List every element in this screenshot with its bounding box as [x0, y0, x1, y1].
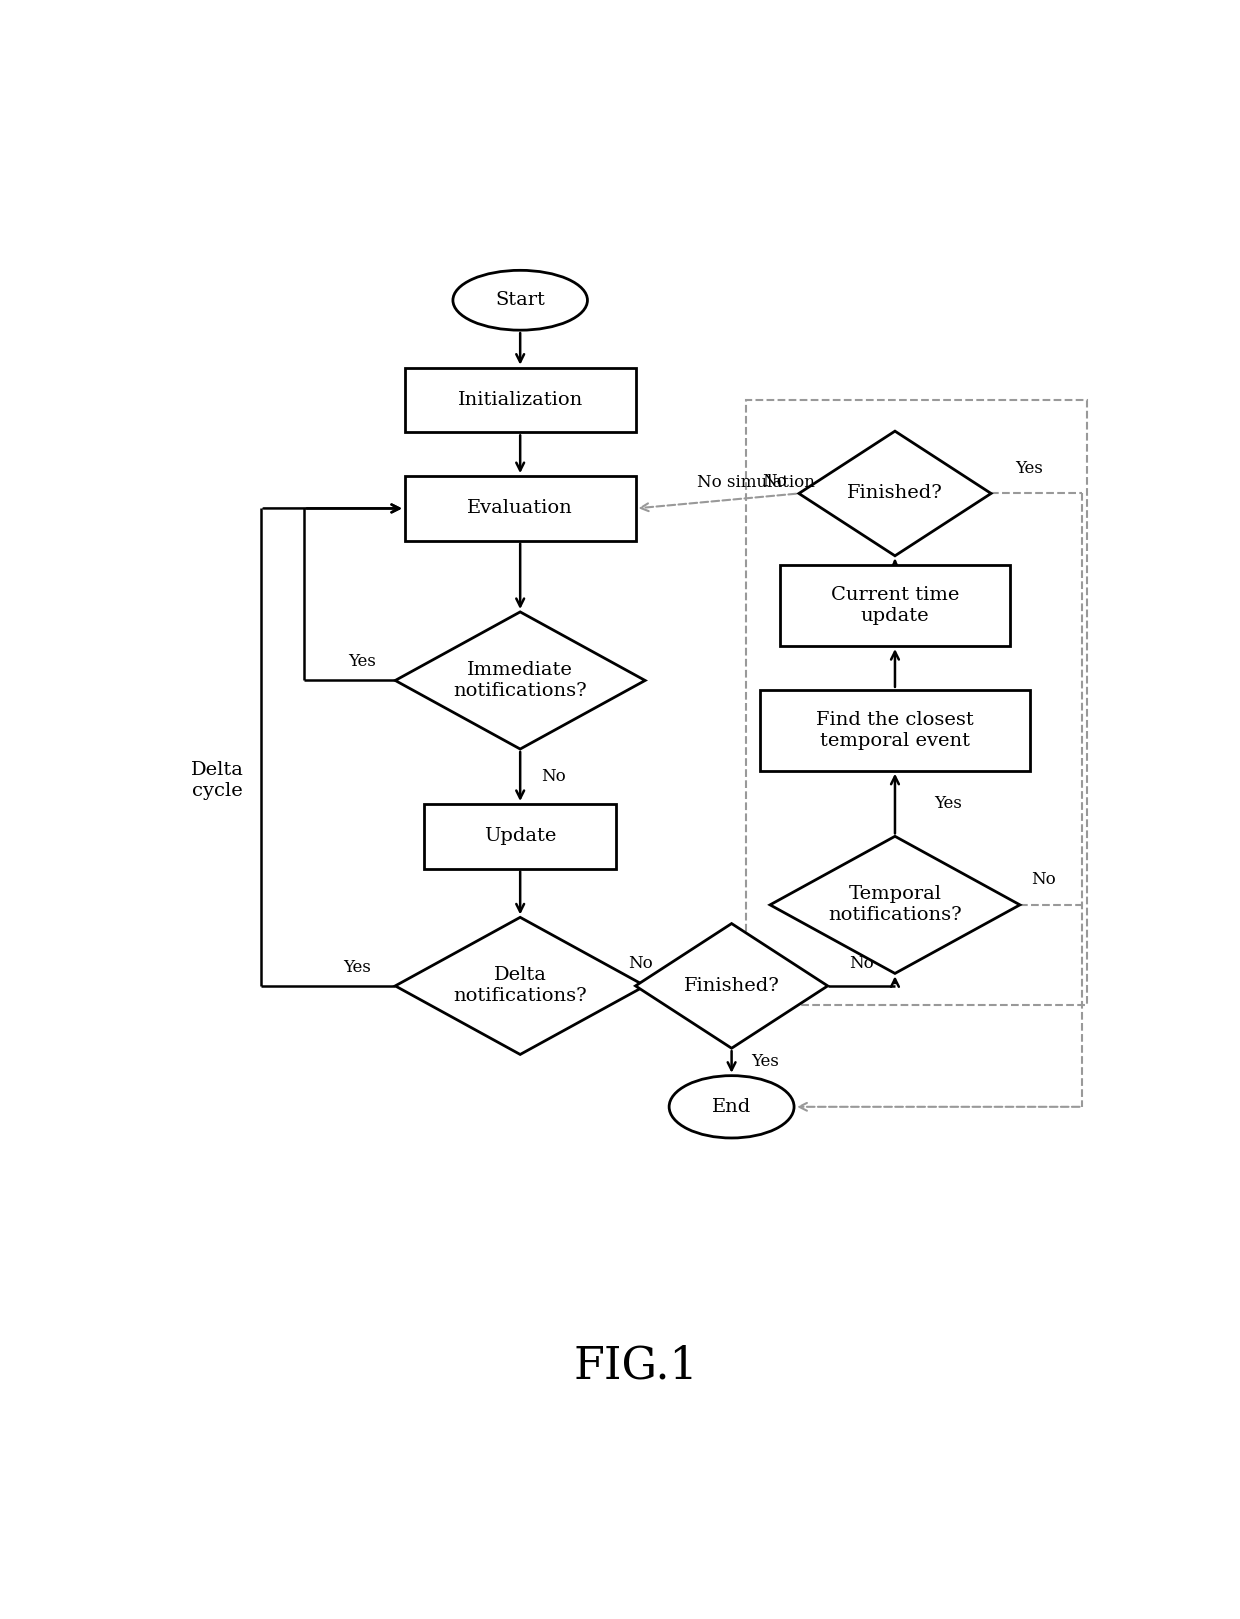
- Text: No simulation: No simulation: [697, 474, 815, 491]
- Text: Immediate
notifications?: Immediate notifications?: [454, 661, 587, 699]
- Text: Yes: Yes: [751, 1054, 779, 1070]
- Text: Finished?: Finished?: [683, 976, 780, 996]
- Text: Yes: Yes: [934, 795, 962, 813]
- Text: No: No: [849, 955, 874, 971]
- Text: No: No: [542, 767, 567, 785]
- Polygon shape: [396, 612, 645, 750]
- Text: Yes: Yes: [343, 958, 371, 976]
- Polygon shape: [799, 431, 991, 555]
- Text: Temporal
notifications?: Temporal notifications?: [828, 886, 962, 924]
- Bar: [780, 565, 1011, 646]
- Polygon shape: [635, 923, 828, 1047]
- Bar: [404, 476, 635, 541]
- Text: FIG.1: FIG.1: [573, 1344, 698, 1387]
- Text: No: No: [1032, 871, 1056, 889]
- Bar: [424, 805, 616, 869]
- Ellipse shape: [670, 1075, 794, 1138]
- Polygon shape: [770, 837, 1019, 973]
- Polygon shape: [396, 918, 645, 1054]
- Bar: [404, 368, 635, 432]
- Text: Initialization: Initialization: [458, 390, 583, 410]
- Bar: [760, 690, 1029, 771]
- Ellipse shape: [453, 270, 588, 330]
- Text: Delta
cycle: Delta cycle: [191, 761, 244, 800]
- Text: Start: Start: [495, 291, 546, 309]
- Text: Evaluation: Evaluation: [467, 499, 573, 518]
- Text: No: No: [763, 473, 787, 489]
- Text: Current time
update: Current time update: [831, 586, 960, 625]
- Text: Delta
notifications?: Delta notifications?: [454, 967, 587, 1005]
- Text: End: End: [712, 1098, 751, 1115]
- Text: No: No: [627, 955, 652, 971]
- Text: Find the closest
temporal event: Find the closest temporal event: [816, 711, 973, 750]
- Text: Finished?: Finished?: [847, 484, 942, 502]
- Text: Yes: Yes: [1016, 460, 1043, 478]
- Text: Update: Update: [484, 827, 557, 845]
- Text: Yes: Yes: [347, 652, 376, 670]
- Bar: [746, 400, 1087, 1004]
